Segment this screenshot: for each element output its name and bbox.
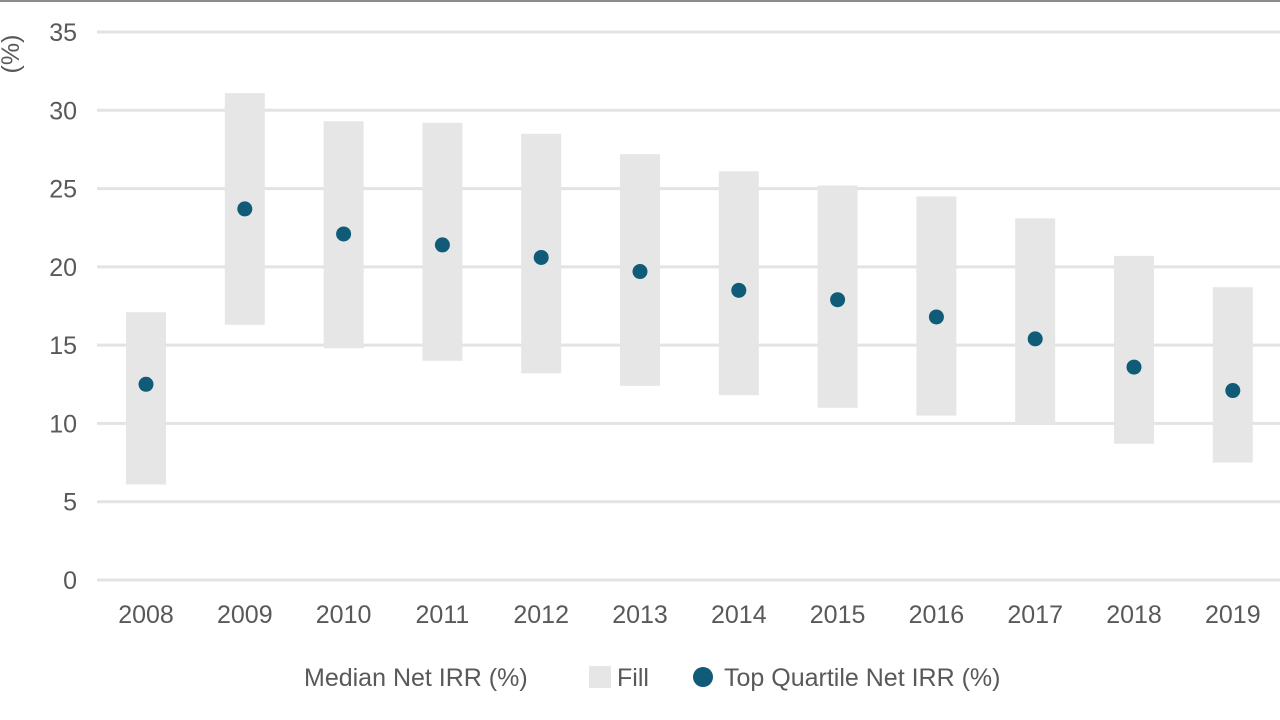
y-axis-title: (%) <box>0 35 25 74</box>
x-tick-label: 2018 <box>1106 601 1162 629</box>
range-bars <box>126 93 1253 485</box>
legend-swatch-fill <box>589 666 611 688</box>
range-bar-2018 <box>1114 255 1154 444</box>
x-tick-label: 2012 <box>513 601 569 629</box>
x-tick-label: 2014 <box>711 601 767 629</box>
gridlines <box>97 30 1280 582</box>
x-tick-label: 2011 <box>416 601 470 629</box>
x-tick-labels: 2008 2009 2010 2011 2012 2013 2014 2015 2016 2017… <box>118 601 1260 629</box>
top-quartile-point-2014 <box>731 282 747 298</box>
top-quartile-point-2013 <box>632 264 648 280</box>
x-tick-label: 2016 <box>909 601 965 629</box>
range-bar-2008 <box>126 312 166 485</box>
legend: Median Net IRR (%) Fill Top Quartile Net… <box>304 664 1000 692</box>
top-quartile-point-2019 <box>1225 383 1241 399</box>
x-tick-label: 2009 <box>217 601 273 629</box>
x-tick-label: 2019 <box>1205 601 1261 629</box>
y-tick-label: 5 <box>63 489 77 517</box>
legend-label-top-quartile: Top Quartile Net IRR (%) <box>724 664 1000 692</box>
top-quartile-point-2012 <box>533 249 549 265</box>
top-quartile-point-2011 <box>434 237 450 253</box>
y-tick-label: 25 <box>49 176 77 204</box>
x-tick-label: 2015 <box>810 601 866 629</box>
x-tick-label: 2010 <box>316 601 372 629</box>
legend-marker-top-quartile <box>693 667 713 687</box>
x-tick-label: 2008 <box>118 601 174 629</box>
top-quartile-point-2008 <box>138 376 154 392</box>
top-quartile-point-2016 <box>928 309 944 325</box>
top-quartile-point-2018 <box>1126 359 1142 375</box>
top-quartile-point-2015 <box>830 292 846 308</box>
y-tick-label: 35 <box>49 19 77 47</box>
top-quartile-point-2009 <box>237 201 253 217</box>
y-tick-label: 15 <box>49 332 77 360</box>
top-quartile-point-2017 <box>1027 331 1043 347</box>
markers <box>138 201 1241 399</box>
y-tick-label: 10 <box>49 410 77 438</box>
y-tick-label: 30 <box>49 97 77 125</box>
y-tick-label: 20 <box>49 254 77 282</box>
range-bar-2017 <box>1015 218 1056 425</box>
range-bar-2019 <box>1212 287 1253 463</box>
x-tick-label: 2017 <box>1007 601 1063 629</box>
y-tick-labels: 0 5 10 15 20 25 30 35 <box>49 19 77 595</box>
y-tick-label: 0 <box>63 567 77 595</box>
legend-label-fill: Fill <box>617 664 649 692</box>
range-bar-2016 <box>916 196 957 416</box>
top-quartile-point-2010 <box>336 226 352 242</box>
legend-label-median: Median Net IRR (%) <box>304 664 528 692</box>
x-tick-label: 2013 <box>612 601 668 629</box>
